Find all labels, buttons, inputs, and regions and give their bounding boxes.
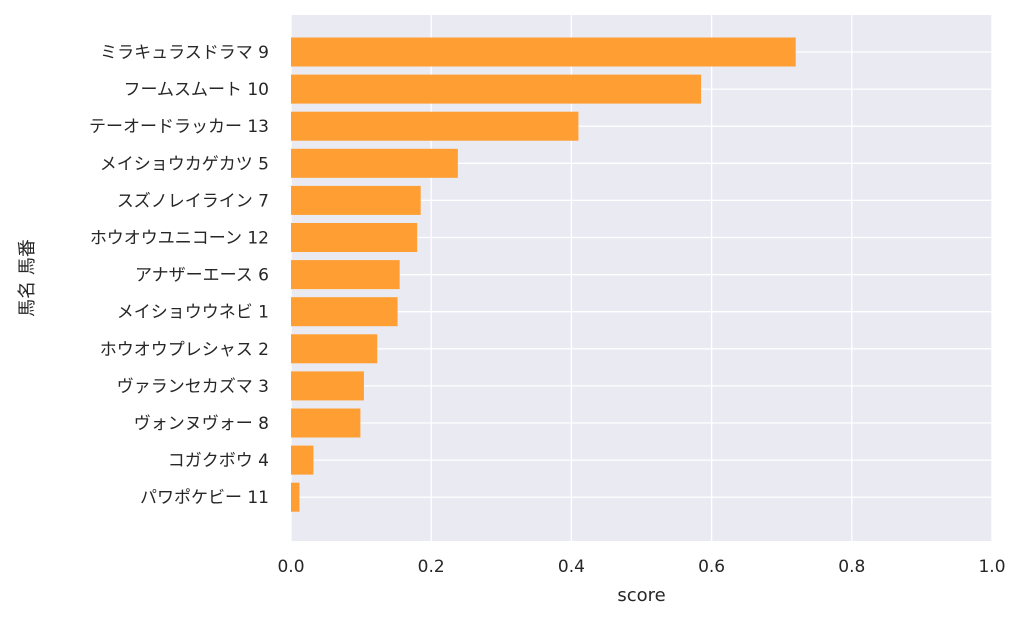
category-label: テーオードラッカー 13 [89, 117, 269, 137]
category-label: コガクボウ 4 [168, 451, 269, 471]
category-label: フームスムート 10 [123, 80, 269, 100]
bar [291, 223, 418, 252]
category-label: ホウオウプレシャス 2 [100, 340, 269, 360]
bar [291, 74, 702, 104]
category-label: アナザーエース 6 [135, 266, 269, 286]
bars [291, 37, 796, 512]
x-tick-label: 0.8 [838, 557, 865, 577]
bar [291, 482, 300, 512]
category-label: ミラキュラスドラマ 9 [100, 43, 269, 63]
x-tick-label: 0.2 [418, 557, 445, 577]
category-label: ヴァランセカズマ 3 [117, 377, 269, 397]
bar [291, 260, 400, 290]
x-tick-label: 1.0 [978, 557, 1005, 577]
category-labels: ミラキュラスドラマ 9 フームスムート 10 テーオードラッカー 13 メイショウカゲ… [89, 43, 269, 508]
bar [291, 408, 361, 438]
category-label: メイショウウネビ 1 [117, 303, 269, 323]
bar [291, 297, 398, 327]
x-tick-label: 0.0 [277, 557, 304, 577]
bar [291, 148, 458, 178]
y-axis-title: 馬名 馬番 [17, 239, 38, 317]
x-tick-labels: 0.0 0.2 0.4 0.6 0.8 1.0 [277, 557, 1005, 577]
bar [291, 371, 364, 401]
category-label: メイショウカゲカツ 5 [100, 154, 269, 174]
bar [291, 37, 796, 67]
x-tick-label: 0.6 [698, 557, 725, 577]
x-tick-label: 0.4 [558, 557, 585, 577]
bar [291, 111, 579, 141]
x-axis-title: score [617, 585, 665, 606]
bar [291, 185, 421, 215]
category-label: ヴォンヌヴォー 8 [134, 414, 269, 434]
category-label: スズノレイライン 7 [117, 191, 269, 211]
bar [291, 334, 378, 364]
bar [291, 445, 314, 475]
category-label: パワポケビー 11 [140, 488, 269, 508]
category-label: ホウオウユニコーン 12 [90, 229, 269, 249]
